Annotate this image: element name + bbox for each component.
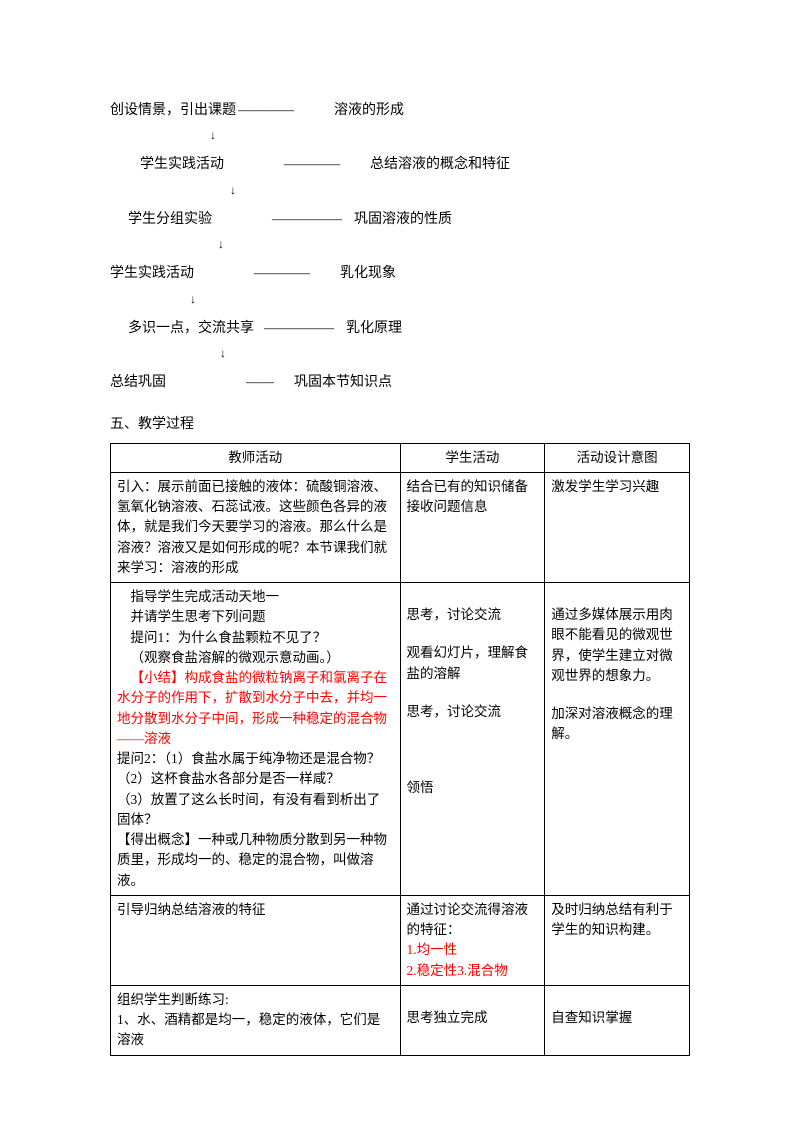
teacher-cell: 引导归纳总结溶液的特征 [111, 895, 401, 985]
arrow-down-icon: ↓ [220, 344, 226, 363]
flow-right-6: 巩固本节知识点 [294, 372, 392, 394]
flow-connector-5: ————— [254, 318, 346, 340]
flow-left-4: 学生实践活动 [110, 263, 194, 285]
arrow-down-icon: ↓ [210, 126, 216, 145]
flow-connector-1: ———— [236, 100, 334, 122]
flow-right-5: 乳化原理 [346, 318, 402, 340]
flow-right-2: 总结溶液的概念和特征 [370, 154, 510, 176]
text-line: 1、水、酒精都是均一，稳定的液体，它们是溶液 [117, 1010, 394, 1051]
flow-connector-2: ———— [224, 154, 370, 176]
text-line: 提问2：（1）食盐水属于纯净物还是混合物？ [117, 749, 394, 769]
flow-row-3: 学生分组实验 ————— 巩固溶液的性质 [110, 209, 690, 231]
teacher-cell: 引入：展示前面已接触的液体：硫酸铜溶液、氢氧化钠溶液、石蕊试液。这些颜色各异的液… [111, 472, 401, 582]
text-line: 思考，讨论交流 [407, 702, 539, 722]
arrow-down-icon: ↓ [218, 235, 224, 254]
flow-right-1: 溶液的形成 [334, 100, 404, 122]
text-line: 观看幻灯片，理解食盐的溶解 [407, 643, 539, 684]
text-line: 通过讨论交流得溶液的特征： [407, 900, 539, 941]
teaching-process-table: 教师活动 学生活动 活动设计意图 引入：展示前面已接触的液体：硫酸铜溶液、氢氧化… [110, 443, 690, 1056]
text-line: 自查知识掌握 [551, 1008, 683, 1028]
flow-arrow-5: ↓ [110, 344, 690, 372]
arrow-down-icon: ↓ [230, 181, 236, 200]
section-title: 五、教学过程 [110, 414, 690, 436]
header-student: 学生活动 [400, 443, 545, 472]
text-line: 提问1：为什么食盐颗粒不见了？ [117, 628, 394, 648]
table-row: 指导学生完成活动天地一 并请学生思考下列问题 提问1：为什么食盐颗粒不见了？ （… [111, 583, 690, 896]
intent-cell: 通过多媒体展示用肉眼不能看见的微观世界，使学生建立对微观世界的想象力。 加深对溶… [545, 583, 690, 896]
arrow-down-icon: ↓ [190, 290, 196, 309]
flow-right-3: 巩固溶液的性质 [354, 209, 452, 231]
text-line: 【小结】构成食盐的微粒钠离子和氯离子在水分子的作用下，扩散到水分子中去，并均一地… [117, 668, 394, 749]
text-line: 组织学生判断练习: [117, 990, 394, 1010]
flow-left-5: 多识一点，交流共享 [128, 318, 254, 340]
flow-left-2: 学生实践活动 [140, 154, 224, 176]
flow-row-1: 创设情景，引出课题 ———— 溶液的形成 [110, 100, 690, 122]
table-header-row: 教师活动 学生活动 活动设计意图 [111, 443, 690, 472]
header-teacher: 教师活动 [111, 443, 401, 472]
table-row: 组织学生判断练习: 1、水、酒精都是均一，稳定的液体，它们是溶液 思考独立完成 … [111, 985, 690, 1055]
text-line: 加深对溶液概念的理解。 [551, 704, 683, 745]
flow-row-5: 多识一点，交流共享 ————— 乳化原理 [110, 318, 690, 340]
text-line: 思考独立完成 [407, 1008, 539, 1028]
intent-cell: 自查知识掌握 [545, 985, 690, 1055]
teacher-cell: 组织学生判断练习: 1、水、酒精都是均一，稳定的液体，它们是溶液 [111, 985, 401, 1055]
flow-left-3: 学生分组实验 [128, 209, 212, 231]
table-row: 引导归纳总结溶液的特征 通过讨论交流得溶液的特征： 1.均一性 2.稳定性3.混… [111, 895, 690, 985]
intent-cell: 激发学生学习兴趣 [545, 472, 690, 582]
teacher-cell: 指导学生完成活动天地一 并请学生思考下列问题 提问1：为什么食盐颗粒不见了？ （… [111, 583, 401, 896]
student-cell: 通过讨论交流得溶液的特征： 1.均一性 2.稳定性3.混合物 [400, 895, 545, 985]
text-line: 并请学生思考下列问题 [117, 607, 394, 627]
flow-arrow-4: ↓ [110, 290, 690, 318]
student-cell: 思考，讨论交流 观看幻灯片，理解食盐的溶解 思考，讨论交流 领悟 [400, 583, 545, 896]
text-line: （观察食盐溶解的微观示意动画。） [117, 648, 394, 668]
flow-arrow-2: ↓ [110, 181, 690, 209]
header-intent: 活动设计意图 [545, 443, 690, 472]
student-cell: 结合已有的知识储备接收问题信息 [400, 472, 545, 582]
table-row: 引入：展示前面已接触的液体：硫酸铜溶液、氢氧化钠溶液、石蕊试液。这些颜色各异的液… [111, 472, 690, 582]
flow-right-4: 乳化现象 [340, 263, 396, 285]
text-line: （2）这杯食盐水各部分是否一样咸？ [117, 769, 394, 789]
text-line: 通过多媒体展示用肉眼不能看见的微观世界，使学生建立对微观世界的想象力。 [551, 605, 683, 686]
flow-connector-3: ————— [212, 209, 354, 231]
flow-arrow-3: ↓ [110, 235, 690, 263]
flow-row-4: 学生实践活动 ———— 乳化现象 [110, 263, 690, 285]
flow-arrow-1: ↓ [110, 126, 690, 154]
text-line: （3）放置了这么长时间，有没有看到析出了固体？ [117, 790, 394, 831]
text-line: 领悟 [407, 778, 539, 798]
red-label: 【小结】 [131, 670, 185, 685]
flow-connector-4: ———— [194, 263, 340, 285]
red-text: 2.稳定性3.混合物 [407, 961, 539, 981]
text-line: 指导学生完成活动天地一 [117, 587, 394, 607]
flow-row-6: 总结巩固 —— 巩固本节知识点 [110, 372, 690, 394]
text-line: 思考，讨论交流 [407, 605, 539, 625]
flow-connector-6: —— [166, 372, 294, 394]
student-cell: 思考独立完成 [400, 985, 545, 1055]
red-text: 1.均一性 [407, 940, 539, 960]
flow-left-1: 创设情景，引出课题 [110, 100, 236, 122]
intent-cell: 及时归纳总结有利于学生的知识构建。 [545, 895, 690, 985]
flow-row-2: 学生实践活动 ———— 总结溶液的概念和特征 [110, 154, 690, 176]
flowchart-section: 创设情景，引出课题 ———— 溶液的形成 ↓ 学生实践活动 ———— 总结溶液的… [110, 100, 690, 394]
flow-left-6: 总结巩固 [110, 372, 166, 394]
text-line: 【得出概念】一种或几种物质分散到另一种物质里，形成均一的、稳定的混合物，叫做溶液… [117, 830, 394, 891]
